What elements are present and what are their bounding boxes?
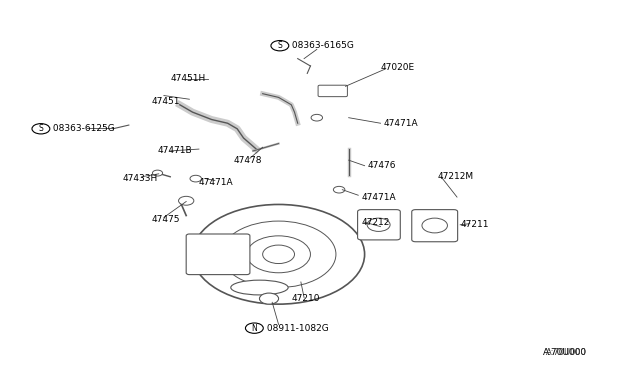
Circle shape: [221, 221, 336, 288]
Text: 47475: 47475: [151, 215, 180, 224]
Text: N: N: [252, 324, 257, 333]
Text: 47451H: 47451H: [170, 74, 205, 83]
Text: 08911-1082G: 08911-1082G: [264, 324, 329, 333]
Text: S: S: [38, 124, 44, 133]
Text: 47471A: 47471A: [362, 193, 396, 202]
Text: 47212: 47212: [362, 218, 390, 227]
Text: 47471A: 47471A: [384, 119, 419, 128]
FancyBboxPatch shape: [412, 210, 458, 242]
Circle shape: [259, 293, 278, 304]
Circle shape: [193, 205, 365, 304]
Circle shape: [190, 175, 202, 182]
Text: 47471A: 47471A: [199, 178, 234, 187]
Text: 47020E: 47020E: [381, 63, 415, 72]
Circle shape: [367, 218, 390, 231]
Text: A:70U000: A:70U000: [546, 349, 587, 357]
Ellipse shape: [231, 280, 288, 295]
Text: 47451: 47451: [151, 97, 180, 106]
Circle shape: [152, 170, 163, 176]
Circle shape: [246, 236, 310, 273]
Text: 47433H: 47433H: [122, 174, 157, 183]
Text: 47471B: 47471B: [157, 147, 192, 155]
FancyBboxPatch shape: [358, 210, 400, 240]
Text: 47476: 47476: [368, 161, 396, 170]
Circle shape: [262, 245, 294, 263]
Circle shape: [333, 186, 345, 193]
Text: 47212M: 47212M: [438, 172, 474, 181]
Text: 47211: 47211: [460, 220, 489, 229]
Text: 47478: 47478: [234, 155, 262, 165]
Text: 08363-6125G: 08363-6125G: [51, 124, 115, 133]
Text: S: S: [278, 41, 282, 50]
Circle shape: [422, 218, 447, 233]
Circle shape: [179, 196, 194, 205]
Text: 08363-6165G: 08363-6165G: [289, 41, 355, 50]
FancyBboxPatch shape: [186, 234, 250, 275]
FancyBboxPatch shape: [318, 85, 348, 97]
Text: 47210: 47210: [291, 294, 320, 303]
Circle shape: [311, 114, 323, 121]
Text: A:70U000: A:70U000: [543, 348, 587, 357]
